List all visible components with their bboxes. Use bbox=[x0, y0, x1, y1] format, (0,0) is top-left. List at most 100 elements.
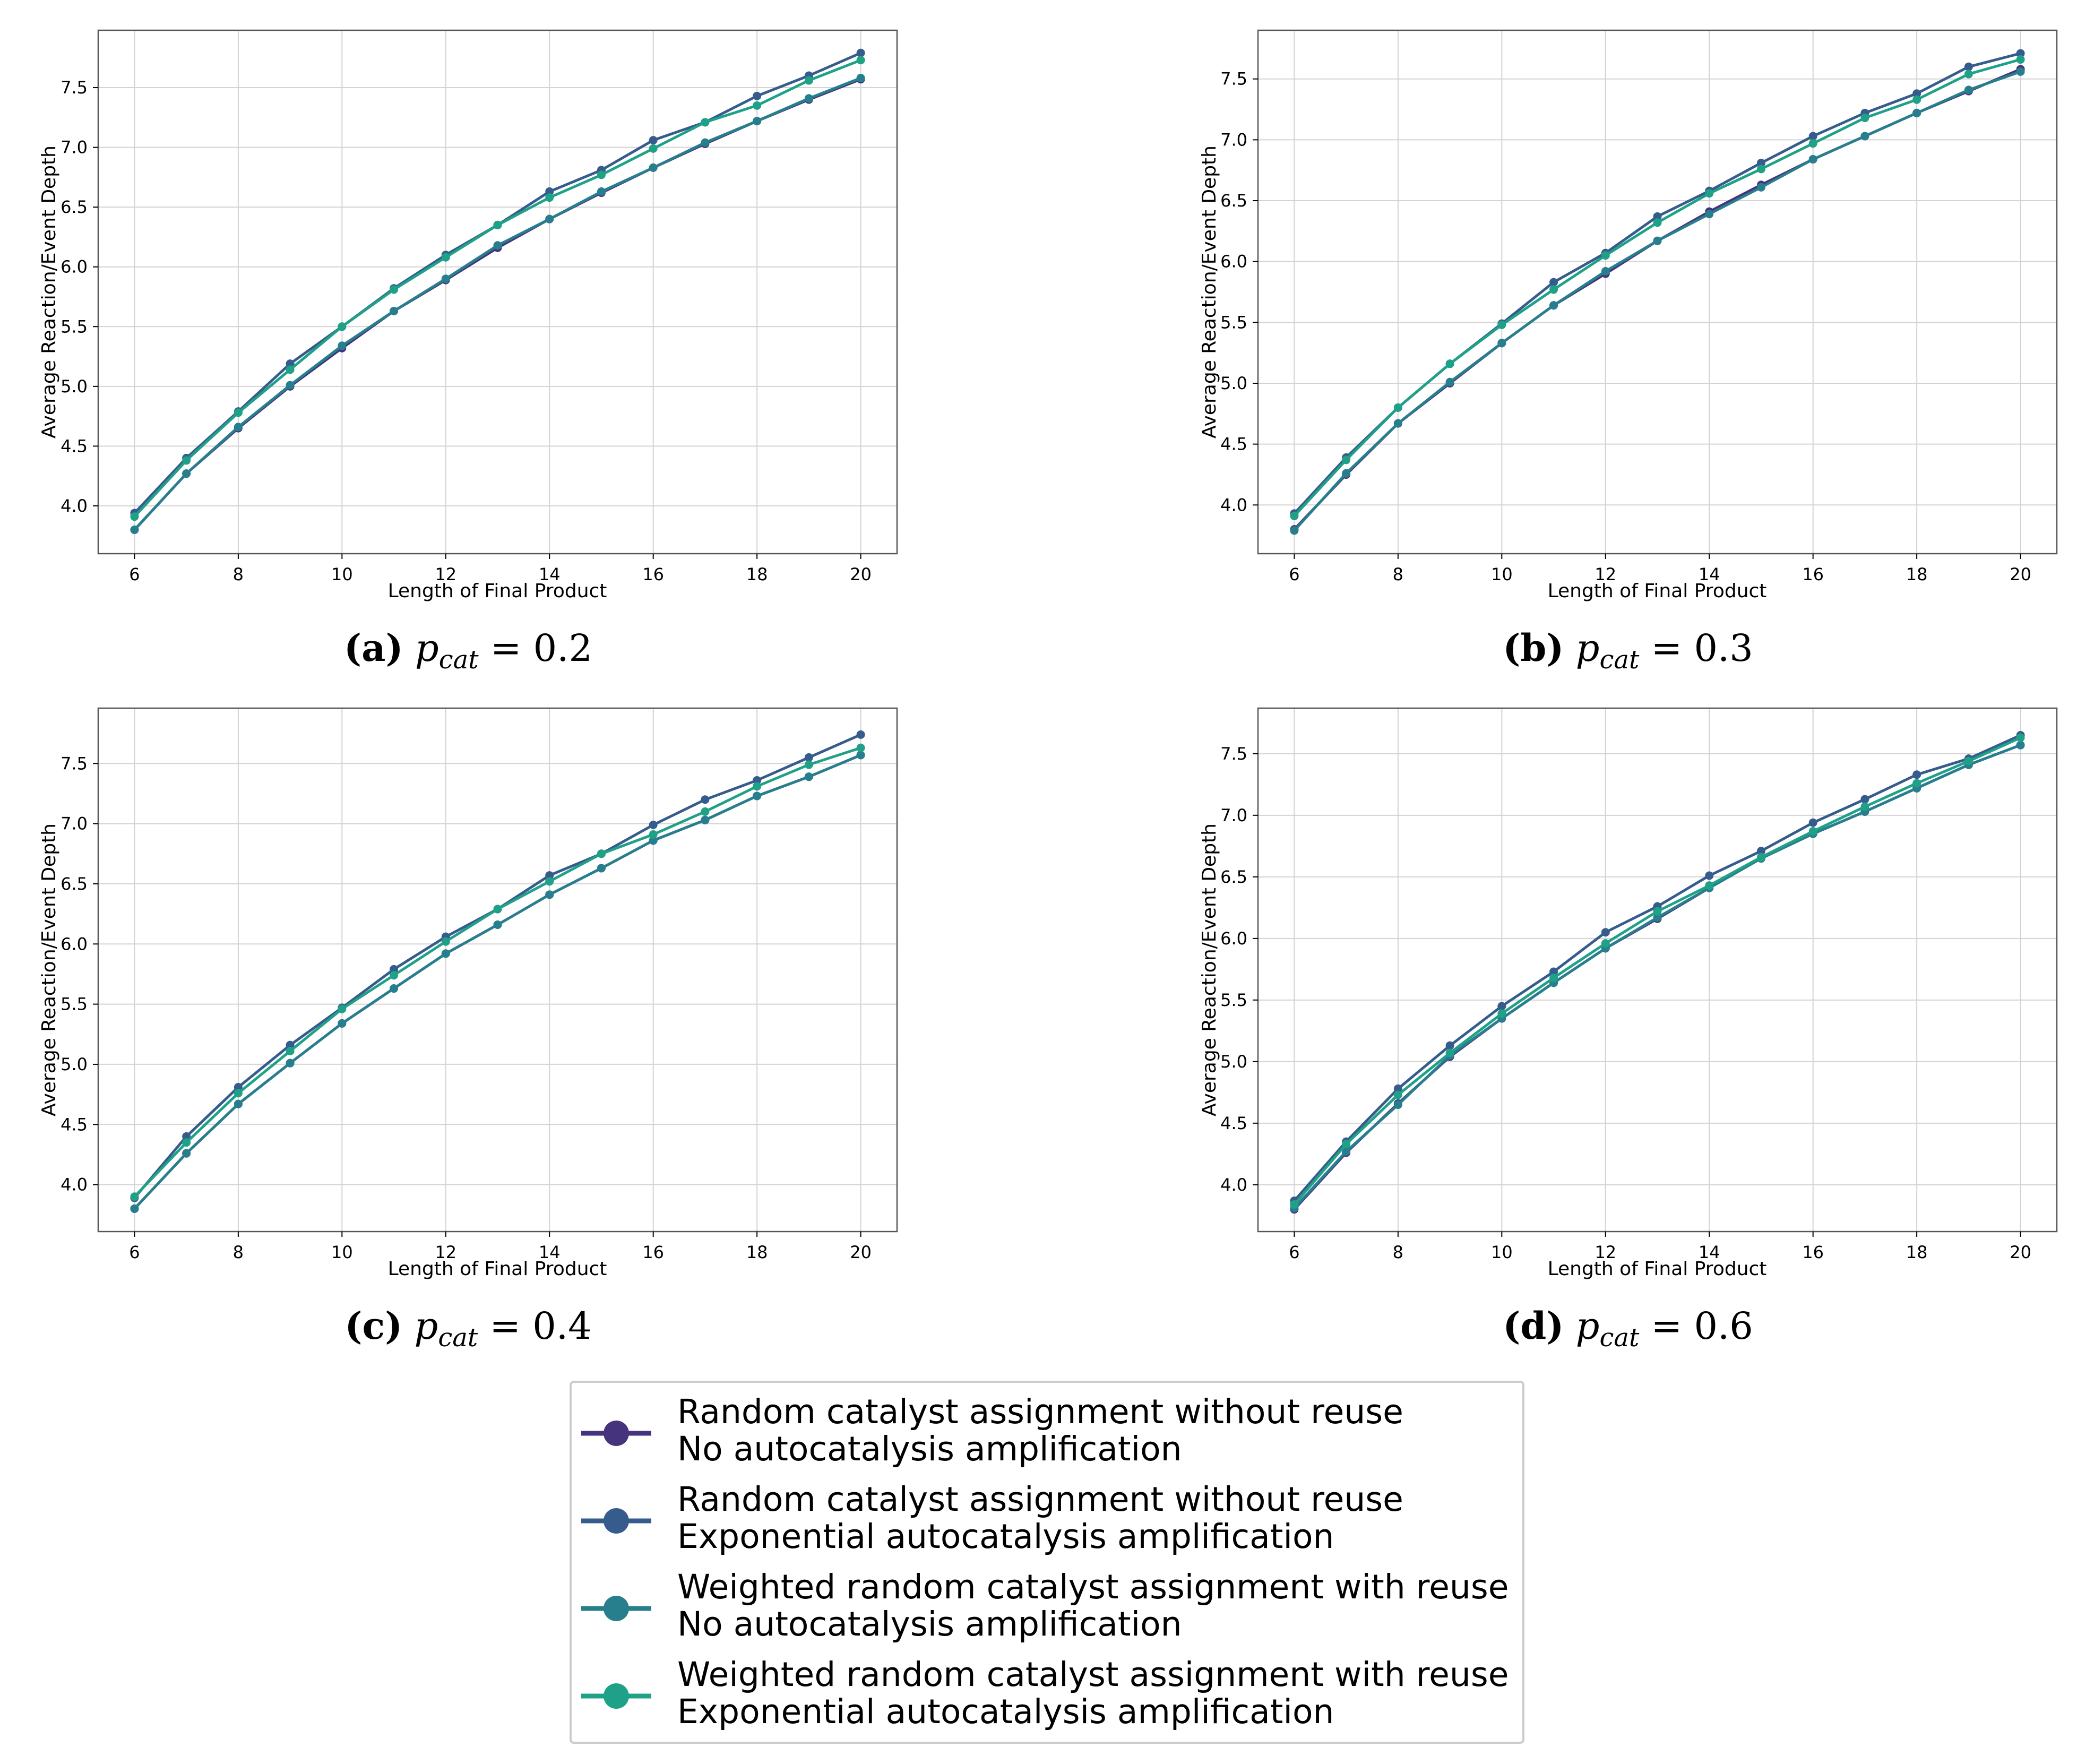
panel-d-series-3-point bbox=[1342, 1147, 1351, 1156]
panel-b-ytick-label: 5.0 bbox=[1220, 373, 1247, 393]
panel-c-ytick-label: 4.0 bbox=[61, 1175, 88, 1195]
panel-d-series-3-point bbox=[2016, 741, 2025, 750]
panel-b-caption-sub: cat bbox=[1599, 645, 1640, 675]
panel-c-series-4-line bbox=[133, 746, 861, 1198]
panel-b-series-2-point bbox=[1653, 212, 1662, 221]
panel-b-series-4-point bbox=[1705, 189, 1714, 198]
panel-d-series-4-point bbox=[1653, 907, 1662, 916]
panel-d-ytick-label: 5.0 bbox=[1220, 1052, 1247, 1072]
panel-d-ytick-label: 7.5 bbox=[1220, 744, 1247, 764]
panel-b: 6 8 10 12 14 16 18 20 4.0 4.5 5.0 5.5 6.0 6.5 7.0 7.5 L… bbox=[1199, 29, 2058, 675]
panel-b-series-4-point bbox=[1497, 320, 1506, 329]
panel-a-series-4-point bbox=[545, 193, 554, 202]
legend-entry-1-line2: No autocatalysis amplification bbox=[677, 1430, 1182, 1468]
panel-c-xtick-label: 16 bbox=[642, 1242, 664, 1262]
panel-b-series-4-point bbox=[1342, 455, 1351, 464]
panel-d-series-4-point bbox=[1756, 853, 1765, 862]
panel-c-series-3-point bbox=[286, 1059, 295, 1068]
legend-frame bbox=[570, 1381, 1524, 1744]
panel-d-caption-sub: cat bbox=[1599, 1323, 1640, 1353]
panel-a-series-2-point bbox=[856, 48, 865, 57]
panel-c-series-4-point bbox=[597, 849, 606, 858]
panel-b-series-3-point bbox=[1601, 267, 1610, 276]
panel-c-series-4-point bbox=[390, 971, 399, 980]
panel-c: 6 8 10 12 14 16 18 20 4.0 4.5 5.0 5.5 6.0 6.5 7.0 7.5 L… bbox=[38, 707, 898, 1353]
panel-c-series-3-point bbox=[649, 836, 658, 845]
legend: Random catalyst assignment without reuse… bbox=[570, 1381, 1524, 1744]
panel-a-ytick-label: 4.5 bbox=[61, 436, 88, 456]
panel-c-caption-var: p bbox=[415, 1304, 438, 1348]
panel-a-plot-area: 6 8 10 12 14 16 18 20 4.0 4.5 5.0 5.5 6.0 6.5 7.0 7.5 bbox=[61, 29, 898, 584]
panel-c-xtick-label: 18 bbox=[746, 1242, 768, 1262]
panel-a-series-3-point bbox=[182, 469, 191, 478]
panel-b-ytick-label: 4.5 bbox=[1220, 434, 1247, 454]
panel-a-series-3-point bbox=[856, 74, 865, 83]
panel-c-series-2-point bbox=[234, 1083, 243, 1091]
panel-a-series-1-line bbox=[133, 78, 861, 531]
panel-a-ytick-label: 7.0 bbox=[61, 137, 88, 158]
legend-entry-1: Random catalyst assignment without reuse… bbox=[581, 1392, 1403, 1468]
panel-b-series-3-point bbox=[1756, 183, 1765, 192]
panel-c-series-2-line bbox=[133, 733, 861, 1199]
panel-b-xtick-label: 8 bbox=[1393, 564, 1403, 584]
panel-a-series-4-point bbox=[753, 101, 762, 110]
panel-d-series-4-point bbox=[1964, 756, 1973, 765]
panel-d-series-2-point bbox=[1549, 967, 1558, 976]
panel-c-series-3-point bbox=[234, 1099, 243, 1108]
panel-c-series-2-point bbox=[286, 1040, 295, 1049]
panel-b-series-3-point bbox=[1445, 377, 1454, 386]
panel-d-ytick-label: 5.5 bbox=[1220, 990, 1247, 1010]
panel-c-ytick-label: 6.0 bbox=[61, 934, 88, 954]
panel-a-series-4-point bbox=[286, 365, 295, 374]
panel-d-series-4-point bbox=[1549, 974, 1558, 983]
panel-d-series-4-point bbox=[1290, 1200, 1299, 1209]
panel-b-series-4-point bbox=[1653, 218, 1662, 227]
panel-c-plot-area: 6 8 10 12 14 16 18 20 4.0 4.5 5.0 5.5 6.0 6.5 7.0 7.5 bbox=[61, 707, 898, 1262]
panel-d-series-4-point bbox=[1342, 1140, 1351, 1149]
panel-c-ytick-label: 5.5 bbox=[61, 994, 88, 1014]
panel-a-ytick-label: 6.0 bbox=[61, 257, 88, 277]
panel-a-series-3-point bbox=[493, 241, 502, 250]
panel-b-caption-letter: (b) bbox=[1503, 626, 1564, 670]
panel-b-xtick-label: 20 bbox=[2010, 564, 2031, 584]
panel-c-caption-letter: (c) bbox=[344, 1304, 402, 1348]
legend-entry-2-line2: Exponential autocatalysis amplification bbox=[677, 1517, 1334, 1556]
panel-b-series-4-point bbox=[2016, 55, 2025, 64]
panel-c-series-4-point bbox=[130, 1192, 139, 1201]
panel-b-xtick-label: 12 bbox=[1595, 564, 1616, 584]
panel-c-series-2-point bbox=[390, 965, 399, 974]
panel-c-series-4-point bbox=[182, 1138, 191, 1147]
panel-c-caption-sub: cat bbox=[438, 1323, 478, 1353]
panel-b-caption-var: p bbox=[1576, 626, 1600, 670]
panel-a-series-4-point bbox=[493, 220, 502, 229]
panel-c-series-3-point bbox=[804, 772, 813, 781]
panel-c-series-3-point bbox=[545, 890, 554, 899]
panel-c-series-2-point bbox=[649, 820, 658, 829]
panel-a-ytick-label: 7.5 bbox=[61, 78, 88, 98]
legend-swatch-marker-4 bbox=[604, 1683, 629, 1709]
panel-b-series-4-point bbox=[1808, 139, 1817, 148]
panel-b-caption: (b) pcat = 0.3 bbox=[1503, 626, 1753, 675]
panel-b-ylabel: Average Reaction/Event Depth bbox=[1199, 145, 1220, 438]
panel-c-xlabel: Length of Final Product bbox=[388, 1258, 607, 1280]
panel-d-series-2-point bbox=[1393, 1084, 1402, 1093]
panel-b-xtick-label: 6 bbox=[1289, 564, 1299, 584]
panel-c-series-4-point bbox=[649, 830, 658, 839]
panel-b-series-2-point bbox=[1549, 278, 1558, 287]
panel-d-xtick-label: 6 bbox=[1289, 1242, 1299, 1262]
panel-b-series-4-point bbox=[1445, 359, 1454, 368]
panel-a-series-4-point bbox=[234, 408, 243, 417]
legend-entry-4-line2: Exponential autocatalysis amplification bbox=[677, 1692, 1334, 1731]
panel-b-series-4-point bbox=[1601, 251, 1610, 260]
panel-d-series-3-point bbox=[1653, 913, 1662, 922]
panel-b-axes-frame bbox=[1257, 29, 2058, 555]
panel-b-series-3-point bbox=[1860, 132, 1869, 141]
panel-b-series-3-line bbox=[1293, 70, 2021, 532]
panel-c-ytick-label: 5.0 bbox=[61, 1054, 88, 1074]
panel-a-xtick-label: 6 bbox=[129, 564, 140, 584]
panel-a-series-4-point bbox=[390, 285, 399, 294]
panel-c-series-3-point bbox=[130, 1204, 139, 1213]
panel-c-ytick-label: 4.5 bbox=[61, 1114, 88, 1134]
panel-d-xtick-label: 20 bbox=[2010, 1242, 2031, 1262]
panel-b-series-1-line bbox=[1293, 68, 2021, 530]
